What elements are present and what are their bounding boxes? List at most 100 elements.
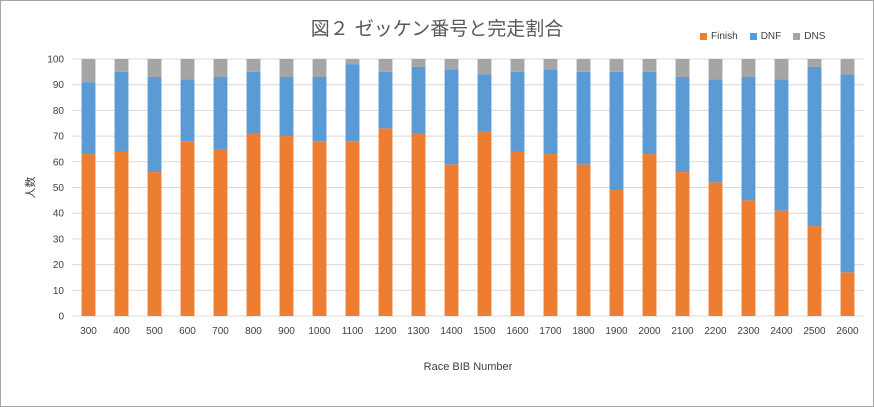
legend-swatch-finish [700, 33, 707, 40]
bar-finish [840, 272, 855, 316]
legend-item-dnf: DNF [749, 31, 782, 42]
legend-swatch-dns [793, 33, 801, 40]
legend-label-finish: Finish [711, 31, 738, 42]
bar-dnf [312, 76, 327, 142]
bar-dns [642, 59, 657, 72]
bar-dns [180, 59, 195, 80]
bar-dnf [378, 71, 393, 129]
y-tick-label: 90 [53, 80, 65, 91]
y-tick-label: 50 [53, 183, 65, 194]
bar-dns [378, 59, 393, 72]
bar-finish [147, 172, 162, 316]
x-tick-label: 1300 [407, 326, 430, 337]
bar-dnf [510, 71, 525, 152]
bar-dnf [345, 64, 360, 142]
legend-item-finish: Finish [700, 31, 738, 42]
bar-dns [609, 59, 624, 72]
bar-finish [180, 141, 195, 316]
y-tick-label: 60 [53, 157, 65, 168]
bar-finish [213, 148, 228, 316]
bar-dnf [675, 76, 690, 173]
bar-dnf [246, 71, 261, 134]
bar-dns [444, 59, 459, 70]
bar-dnf [147, 76, 162, 173]
x-tick-label: 400 [113, 326, 130, 337]
x-tick-label: 300 [80, 326, 97, 337]
x-tick-label: 1600 [506, 326, 529, 337]
bar-dnf [477, 74, 492, 131]
x-axis-title: Race BIB Number [424, 361, 513, 373]
x-tick-label: 1700 [539, 326, 562, 337]
x-tick-label: 500 [146, 326, 163, 337]
y-tick-label: 80 [53, 106, 65, 117]
bar-finish [543, 154, 558, 316]
x-tick-label: 1400 [440, 326, 463, 337]
bar-dns [510, 59, 525, 72]
bar-dns [312, 59, 327, 77]
bar-finish [345, 141, 360, 316]
x-tick-label: 600 [179, 326, 196, 337]
x-tick-label: 1000 [308, 326, 331, 337]
bar-dns [807, 59, 822, 67]
bar-dnf [840, 74, 855, 273]
bar-dns [279, 59, 294, 77]
bar-finish [444, 164, 459, 316]
x-tick-label: 1900 [605, 326, 628, 337]
bar-finish [510, 151, 525, 316]
bar-dns [675, 59, 690, 77]
bar-finish [576, 164, 591, 316]
bar-dns [345, 59, 360, 65]
bar-dnf [411, 66, 426, 134]
bar-dnf [576, 71, 591, 165]
y-tick-label: 100 [47, 55, 64, 66]
legend-swatch-dnf [749, 33, 757, 40]
bar-finish [246, 133, 261, 316]
bar-finish [378, 128, 393, 316]
y-axis-title: 人数 [24, 177, 37, 199]
bar-finish [642, 154, 657, 316]
bar-dns [708, 59, 723, 80]
bar-dnf [213, 76, 228, 149]
bar-finish [609, 190, 624, 316]
chart-title: 図２ ゼッケン番号と完走割合 [310, 18, 564, 40]
bar-dns [213, 59, 228, 77]
bar-dnf [279, 76, 294, 137]
bar-dns [774, 59, 789, 80]
y-tick-label: 10 [53, 286, 65, 297]
legend-item-dns: DNS [793, 31, 825, 42]
bar-dnf [180, 79, 195, 142]
bar-dnf [708, 79, 723, 183]
x-tick-label: 2400 [770, 326, 793, 337]
bar-finish [81, 154, 96, 316]
bar-dnf [609, 71, 624, 191]
bar-finish [675, 172, 690, 316]
x-tick-label: 2100 [671, 326, 694, 337]
y-tick-label: 40 [53, 209, 65, 220]
x-tick-label: 900 [278, 326, 295, 337]
bar-dns [543, 59, 558, 70]
bar-dns [81, 59, 96, 83]
bar-finish [279, 136, 294, 316]
x-tick-label: 2600 [836, 326, 859, 337]
x-tick-label: 1500 [473, 326, 496, 337]
x-tick-label: 800 [245, 326, 262, 337]
legend-label-dns: DNS [804, 31, 826, 42]
y-tick-label: 70 [53, 132, 65, 143]
bar-finish [312, 141, 327, 316]
bar-finish [411, 133, 426, 316]
x-tick-label: 2300 [737, 326, 760, 337]
bar-finish [774, 210, 789, 316]
bar-dnf [807, 66, 822, 227]
bar-finish [477, 130, 492, 316]
legend-label-dnf: DNF [760, 31, 782, 42]
x-tick-label: 2500 [803, 326, 826, 337]
x-tick-label: 1800 [572, 326, 595, 337]
bar-dnf [774, 79, 789, 211]
bar-dnf [81, 82, 96, 155]
bar-dnf [444, 69, 459, 165]
bar-dnf [114, 71, 129, 152]
y-tick-label: 20 [53, 260, 65, 271]
x-tick-label: 2000 [638, 326, 661, 337]
